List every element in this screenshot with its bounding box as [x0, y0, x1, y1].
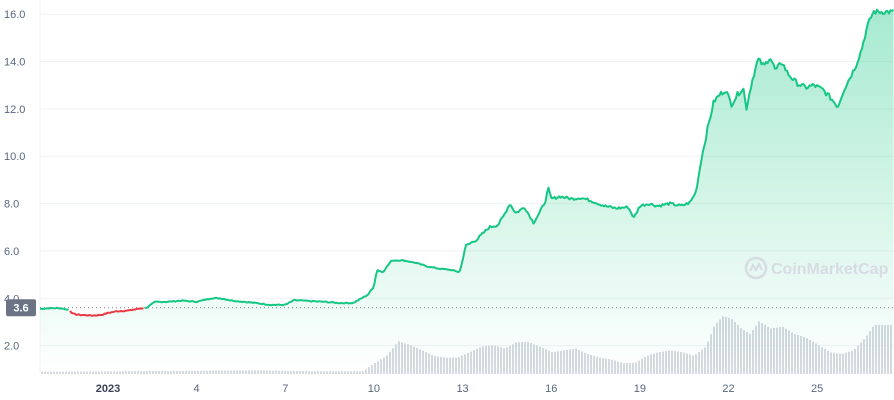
y-tick-label: 2.0: [4, 341, 19, 353]
coinmarketcap-logo-icon: [744, 256, 768, 280]
current-price-badge: 3.6: [6, 299, 36, 317]
price-area-fill: [40, 9, 894, 374]
x-tick-label: 4: [194, 383, 200, 395]
price-line: [39, 8, 894, 311]
x-tick-label: 16: [545, 383, 557, 395]
current-price-label: 3.6: [13, 303, 28, 315]
y-tick-label: 16.0: [4, 9, 25, 21]
y-tick-label: 8.0: [4, 199, 19, 211]
x-axis-ticks: 2023 4 7 10 13 16 19 22 25: [96, 383, 824, 395]
y-tick-label: 10.0: [4, 151, 25, 163]
y-tick-label: 12.0: [4, 104, 25, 116]
x-tick-label: 2023: [96, 383, 120, 395]
y-tick-label: 6.0: [4, 246, 19, 258]
current-price-badge-background: [6, 299, 36, 317]
x-tick-label: 25: [811, 383, 823, 395]
x-tick-label: 10: [368, 383, 380, 395]
coinmarketcap-watermark: CoinMarketCap: [744, 256, 889, 280]
x-tick-label: 13: [456, 383, 468, 395]
x-tick-label: 19: [634, 383, 646, 395]
x-tick-label: 7: [282, 383, 288, 395]
price-line-down-segment: [69, 307, 144, 317]
y-tick-label: 14.0: [4, 57, 25, 69]
x-tick-label: 22: [722, 383, 734, 395]
watermark-text: CoinMarketCap: [771, 261, 889, 278]
